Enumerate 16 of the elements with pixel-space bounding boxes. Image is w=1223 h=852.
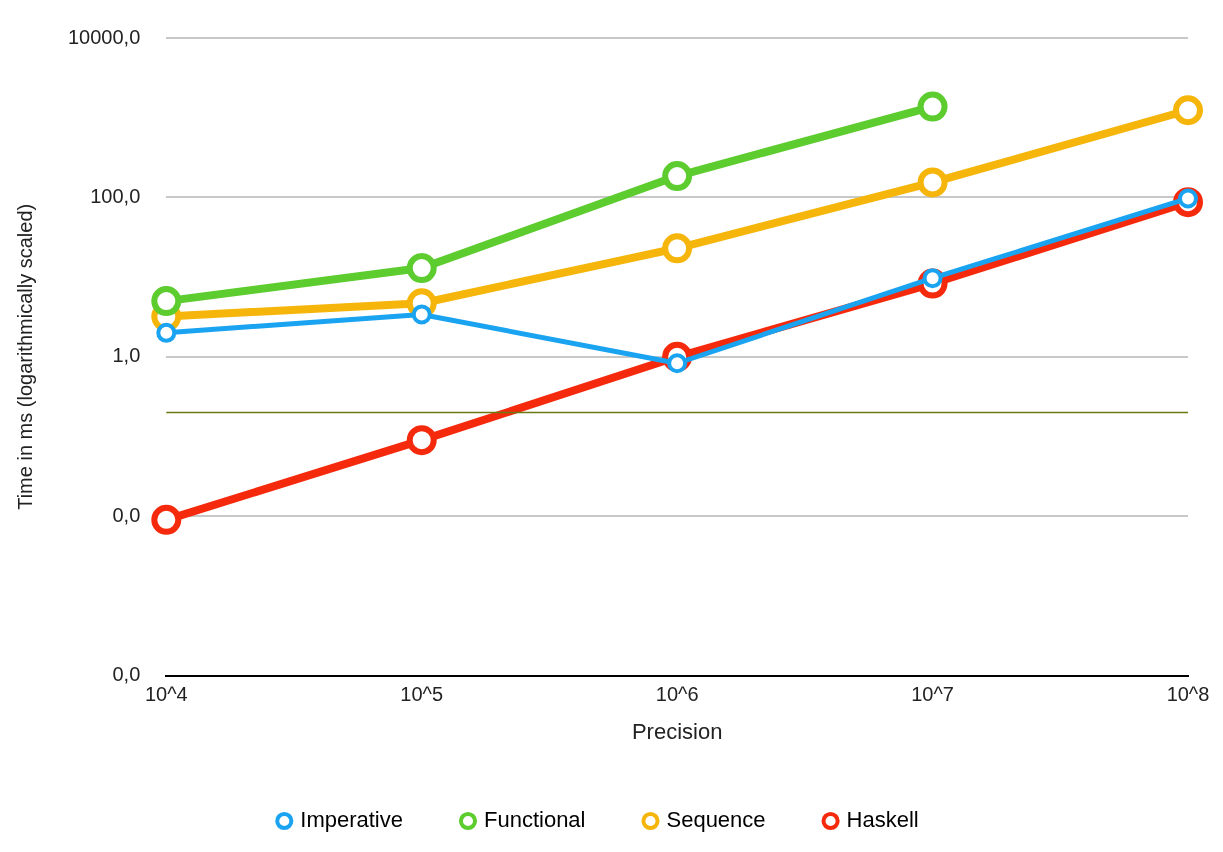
y-axis-title: Time in ms (logarithmically scaled) (13, 203, 36, 510)
legend-label: Imperative (300, 807, 403, 833)
y-tick-label: 10000,0 (68, 25, 141, 48)
x-tick-label: 10^7 (911, 683, 954, 706)
y-tick-label: 100,0 (90, 184, 141, 207)
x-tick-label: 10^5 (400, 683, 444, 706)
x-tick-label: 10^4 (144, 683, 188, 706)
legend-label: Functional (483, 807, 586, 833)
y-tick-label: 0,0 (112, 663, 141, 686)
legend-label: Haskell (846, 807, 919, 833)
x-tick-label: 10^8 (1166, 683, 1210, 706)
y-tick-label: 0,0 (112, 503, 141, 526)
y-tick-label: 1,0 (112, 344, 141, 367)
x-axis-title: Precision (631, 718, 723, 744)
x-tick-label: 10^6 (655, 683, 699, 706)
legend-label: Sequence (666, 807, 766, 833)
